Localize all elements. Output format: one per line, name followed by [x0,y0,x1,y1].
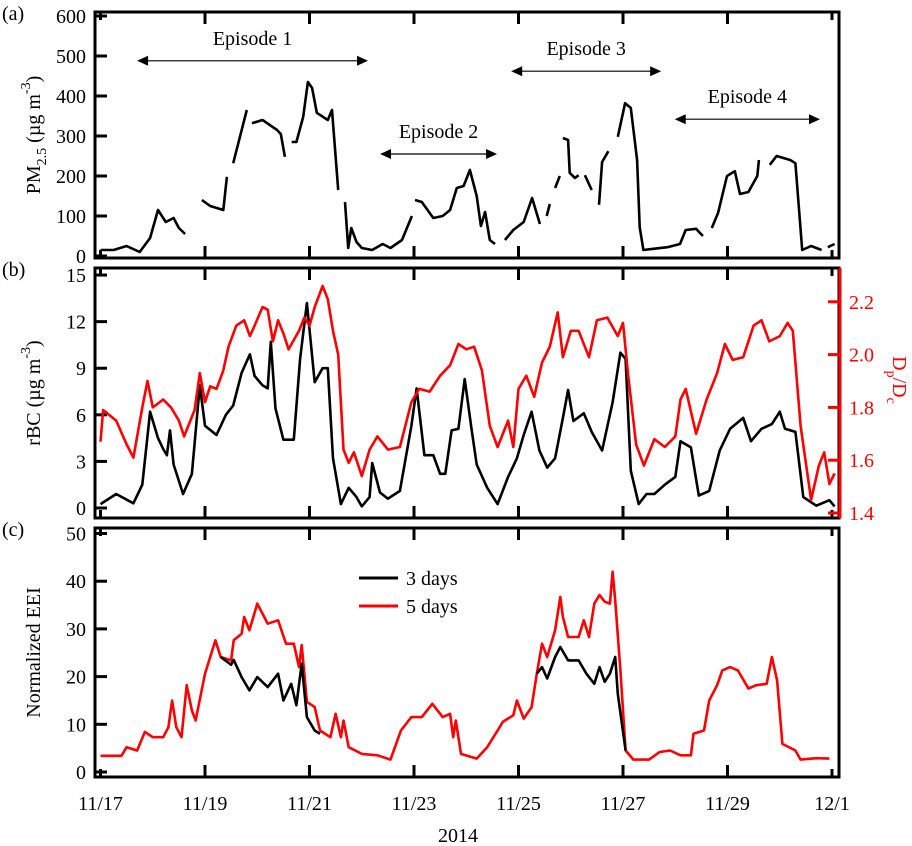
series-line-dp-dc [99,284,836,502]
y-axis-title: PM2.5 (µg m-3) [19,76,50,195]
y-tick-label: 30 [66,619,86,641]
arrow-right-icon [650,66,662,77]
panel-label: (c) [2,519,24,541]
x-tick-label: 11/27 [601,793,646,815]
y2-axis-title: Dp/Dc [883,356,910,404]
arrow-right-icon [486,149,498,159]
y-tick-label: 300 [56,126,86,148]
series-line-5-days [100,570,830,761]
x-tick-label: 11/19 [183,793,228,815]
y2-tick-label: 1.6 [849,450,874,472]
y-tick-label: 50 [66,524,86,546]
y-axis-title-part: 2.5 [35,148,50,166]
x-tick-label: 11/17 [78,793,123,815]
episode-label: Episode 1 [213,28,292,50]
legend: 3 days 5 days [359,568,458,618]
y-axis-title-part: ) [23,340,45,347]
legend-label: 3 days [406,568,458,590]
y-tick-label: 600 [56,6,86,28]
panel-a: 0 100 200 300 400 500 600 (a) PM2.5 (µg m-3) Epis… [2,3,841,268]
y-tick-label: 6 [76,405,86,427]
series-line-rbc [99,301,836,508]
y-tick-label: 20 [66,667,86,689]
y-axis-title-part: ) [23,76,45,83]
arrow-right-icon [808,114,820,125]
y2-tick-label: 1.4 [849,503,874,525]
panel-label: (a) [2,3,24,25]
episode-label: Episode 2 [399,121,478,143]
x-tick-label: 11/23 [392,793,437,815]
episode-label: Episode 4 [708,86,787,108]
y-axis-title-part: Normalized EEI [23,587,45,718]
y-tick-label: 40 [66,571,86,593]
arrow-left-icon [674,114,686,125]
y-axis-title: Normalized EEI [23,587,45,718]
y2-tick-label: 1.8 [849,397,874,419]
y2-axis-title-part: c [883,398,898,404]
y2-axis-title-part: p [883,371,898,378]
y-tick-label: 0 [76,762,86,784]
y-tick-label: 400 [56,86,86,108]
y-tick-label: 200 [56,166,86,188]
x-tick-label: 11/21 [287,793,332,815]
arrow-left-icon [137,55,149,66]
y-axis-title-part: PM [23,165,45,194]
y-tick-label: 100 [56,206,86,228]
plot-frame [93,526,841,779]
y-tick-label: 10 [66,714,86,736]
x-axis-title: 2014 [438,825,478,846]
y-tick-label: 0 [76,246,86,268]
y-tick-label: 9 [76,358,86,380]
y-axis-title-part: -3 [19,347,34,359]
y-tick-label: 500 [56,46,86,68]
y-axis-title-part: -3 [19,82,34,94]
series-line-pm2-5 [100,80,836,254]
y-tick-label: 3 [76,451,86,473]
y2-axis-title-part: D [888,356,910,370]
y-axis-title-part: (µg m [23,94,45,148]
panel-b: 0 3 6 9 12 15 (b) rBC (µg m-3) 1.4 1.6 1.8 2.0 2.2 Dp… [2,259,910,525]
panel-c: 0 10 20 30 40 50 (c) Normalized EEI 3 days 5 days… [2,519,850,846]
y-tick-label: 0 [76,498,86,520]
arrow-left-icon [511,66,523,77]
y-tick-label: 12 [66,312,86,334]
episode-label: Episode 3 [546,38,625,60]
y2-axis-title-part: /D [888,378,910,398]
x-tick-label: 12/1 [814,793,850,815]
y-axis-title: rBC (µg m-3) [19,340,45,445]
legend-label: 5 days [406,596,458,618]
x-tick-label: 11/25 [496,793,541,815]
y-tick-label: 15 [66,265,86,287]
series-line-3-days [219,645,627,751]
panel-label: (b) [2,259,25,281]
arrow-left-icon [380,149,392,159]
y2-tick-label: 2.2 [849,292,874,314]
x-tick-label: 11/29 [705,793,750,815]
arrow-right-icon [357,55,369,66]
y2-tick-label: 2.0 [849,345,874,367]
y-axis-title-part: rBC (µg m [23,358,45,446]
